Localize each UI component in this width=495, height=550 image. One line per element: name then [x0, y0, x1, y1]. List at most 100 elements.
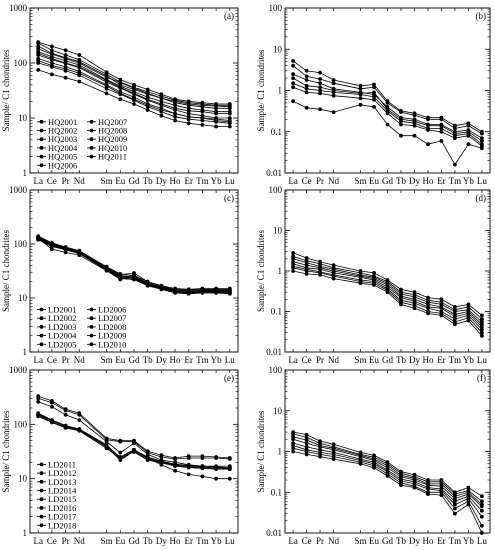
- y-tick-label: 0.01: [266, 528, 282, 538]
- data-point: [304, 74, 309, 79]
- data-point: [466, 123, 471, 128]
- legend-swatch-marker: [89, 154, 94, 159]
- panel-d: 0.01 0.1 1 10 100 La Ce Pr Nd Sm Eu Gd Tb Dy Ho Er Tm Yb L…: [256, 185, 491, 365]
- data-point: [426, 295, 430, 300]
- data-point: [214, 111, 219, 116]
- x-tick-label-tb: Tb: [143, 355, 153, 365]
- series-line: [292, 433, 483, 502]
- data-point: [466, 496, 471, 501]
- data-point: [200, 103, 205, 108]
- data-point: [372, 95, 376, 99]
- x-tick-label-sm: Sm: [355, 536, 367, 546]
- data-point: [331, 78, 336, 82]
- panel-b: 0.01 0.1 1 10 100 La Ce Pr Nd Sm Eu Gd Tb Dy Ho Er Tm Yb L…: [256, 3, 491, 186]
- series-line: [38, 62, 230, 124]
- data-point: [186, 291, 191, 296]
- data-point: [132, 441, 136, 446]
- x-tick-label-nd: Nd: [74, 355, 85, 365]
- x-tick-label-tm: Tm: [196, 176, 209, 186]
- series-line: [292, 252, 483, 316]
- data-point: [291, 99, 295, 104]
- data-point: [200, 456, 205, 460]
- series-line: [293, 436, 483, 505]
- legend-entry: LD2002: [48, 313, 76, 323]
- data-point: [304, 272, 309, 276]
- y-tick-label: 10: [273, 406, 283, 416]
- data-point: [385, 101, 390, 105]
- series-line: [38, 54, 230, 119]
- panel-label: (e): [224, 373, 234, 383]
- data-point: [50, 404, 54, 409]
- x-tick-label-pr: Pr: [316, 536, 324, 546]
- data-point: [480, 514, 484, 519]
- legend-swatch-marker: [39, 119, 44, 124]
- data-point: [104, 86, 109, 91]
- data-point: [439, 490, 444, 495]
- data-point: [118, 85, 123, 90]
- data-point: [304, 90, 309, 95]
- y-tick-label: 10: [273, 44, 283, 54]
- y-axis-label: Sample/ C1 chondrites: [256, 230, 266, 312]
- data-point: [200, 123, 205, 127]
- data-point: [318, 107, 322, 112]
- data-point: [480, 508, 484, 513]
- data-point: [466, 142, 471, 147]
- data-point: [399, 122, 403, 127]
- data-point: [318, 267, 322, 272]
- data-point: [331, 276, 336, 281]
- series-line: [292, 258, 483, 323]
- data-point: [439, 123, 444, 128]
- data-point: [480, 327, 484, 332]
- data-point: [173, 111, 178, 116]
- data-point: [426, 492, 430, 496]
- data-point: [145, 92, 150, 97]
- series-line: [293, 451, 483, 534]
- data-point: [63, 55, 68, 60]
- data-point: [63, 67, 68, 71]
- data-point: [77, 79, 82, 84]
- series-line: [292, 100, 483, 166]
- legend-swatch-marker: [39, 325, 44, 329]
- data-point: [63, 412, 68, 417]
- data-point: [50, 72, 54, 77]
- data-point: [453, 506, 457, 511]
- data-point: [132, 102, 136, 106]
- data-point: [77, 418, 82, 422]
- series-line: [38, 41, 230, 105]
- data-point: [63, 75, 68, 80]
- legend-entry: LD2011: [48, 459, 76, 469]
- legend-entry: LD2012: [48, 468, 76, 478]
- data-point: [173, 106, 178, 111]
- x-tick-label-pr: Pr: [62, 355, 70, 365]
- data-point: [426, 311, 430, 316]
- series-line: [292, 60, 483, 133]
- x-tick-label-dy: Dy: [409, 536, 420, 546]
- data-point: [50, 63, 54, 68]
- data-point: [331, 110, 336, 114]
- data-point: [480, 330, 484, 335]
- series-line: [292, 442, 483, 512]
- data-point: [36, 237, 41, 242]
- data-point: [77, 251, 82, 256]
- x-tick-label-yb: Yb: [463, 355, 474, 365]
- data-point: [426, 142, 430, 147]
- data-point: [50, 244, 54, 249]
- legend-swatch-marker: [39, 471, 44, 475]
- legend-swatch-marker: [89, 137, 94, 142]
- x-tick-label-la: La: [288, 176, 298, 186]
- data-point: [291, 432, 295, 436]
- data-point: [227, 111, 232, 116]
- data-point: [439, 117, 444, 122]
- x-tick-label-sm: Sm: [101, 176, 113, 186]
- x-tick-label-pr: Pr: [62, 536, 70, 546]
- legend-swatch-marker: [89, 119, 94, 124]
- legend-swatch-marker: [39, 333, 44, 338]
- data-point: [358, 96, 363, 101]
- data-point: [227, 476, 232, 481]
- legend-swatch-marker: [39, 342, 44, 347]
- x-tick-label-eu: Eu: [115, 176, 125, 186]
- series-line: [292, 263, 483, 328]
- data-point: [412, 303, 417, 308]
- data-point: [412, 306, 417, 311]
- y-tick-label: 0.1: [271, 127, 282, 137]
